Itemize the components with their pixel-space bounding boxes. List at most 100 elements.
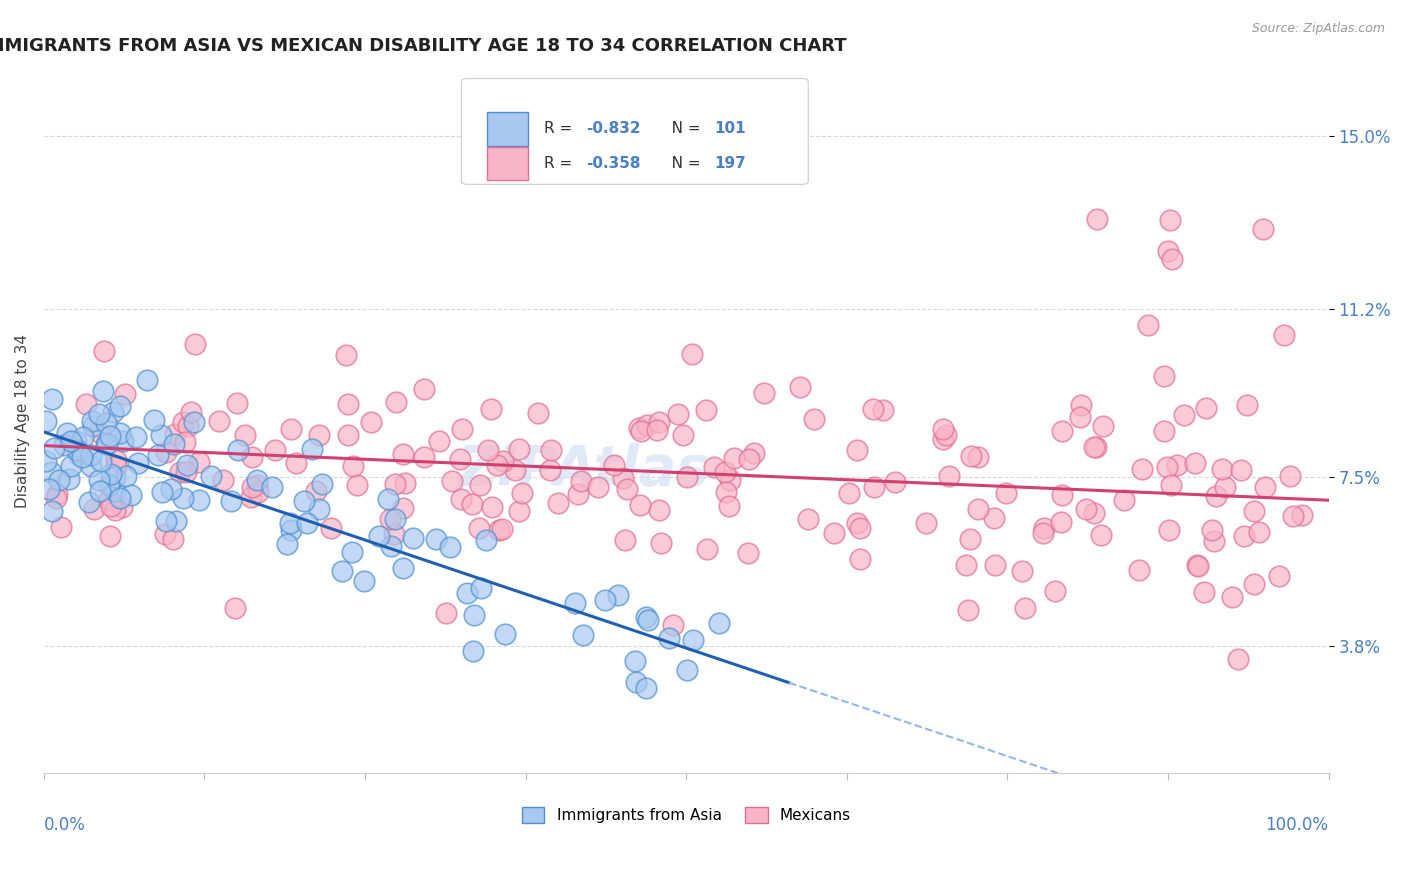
Point xyxy=(1052,488,1074,502)
Point xyxy=(70,450,93,464)
Point xyxy=(648,415,671,429)
Point xyxy=(1132,461,1154,475)
Point xyxy=(846,443,869,458)
Point xyxy=(93,344,115,359)
Point xyxy=(280,523,302,537)
Point xyxy=(280,516,302,531)
Point xyxy=(305,483,328,498)
Point xyxy=(51,519,73,533)
Point xyxy=(714,466,737,480)
Point xyxy=(637,613,659,627)
Point xyxy=(391,447,413,461)
Point xyxy=(385,394,408,409)
Point xyxy=(723,450,745,465)
Point xyxy=(174,465,197,479)
Point xyxy=(737,546,759,560)
Point xyxy=(402,532,425,546)
Point xyxy=(1291,508,1313,522)
Point xyxy=(39,465,62,479)
Point xyxy=(77,495,100,509)
Point xyxy=(96,436,118,450)
Point xyxy=(153,526,176,541)
Point xyxy=(342,459,364,474)
Point xyxy=(380,539,402,553)
Point xyxy=(510,486,533,500)
Point xyxy=(479,401,502,416)
Point xyxy=(616,482,638,496)
Point xyxy=(1091,419,1114,434)
Point xyxy=(823,526,845,541)
Point xyxy=(845,516,868,530)
Point xyxy=(1070,399,1092,413)
Point xyxy=(125,430,148,444)
Text: IMMIGRANTS FROM ASIA VS MEXICAN DISABILITY AGE 18 TO 34 CORRELATION CHART: IMMIGRANTS FROM ASIA VS MEXICAN DISABILI… xyxy=(0,37,846,55)
Point xyxy=(1157,244,1180,258)
Point xyxy=(440,475,463,489)
Text: 0.0%: 0.0% xyxy=(44,815,86,833)
Point xyxy=(606,588,628,602)
Point xyxy=(1201,524,1223,538)
FancyBboxPatch shape xyxy=(461,78,808,185)
Point xyxy=(162,533,184,547)
Point xyxy=(160,482,183,496)
Point xyxy=(1205,489,1227,503)
Point xyxy=(382,527,405,541)
Point xyxy=(1229,463,1251,477)
Point xyxy=(87,473,110,487)
Point xyxy=(394,475,416,490)
Point xyxy=(1160,252,1182,267)
Point xyxy=(75,397,97,411)
Point xyxy=(174,434,197,449)
Point xyxy=(187,455,209,469)
Point xyxy=(666,407,689,421)
Point xyxy=(1159,213,1181,227)
Point xyxy=(564,596,586,610)
Point xyxy=(627,421,650,435)
Point xyxy=(742,446,765,460)
Point xyxy=(935,427,957,442)
Point xyxy=(169,465,191,479)
Point xyxy=(60,434,83,449)
Point xyxy=(630,425,652,439)
Point xyxy=(1173,408,1195,422)
Point xyxy=(623,654,645,668)
Point xyxy=(41,392,63,407)
Point xyxy=(1084,440,1107,454)
Point xyxy=(527,407,550,421)
Point xyxy=(56,425,79,440)
Point xyxy=(1227,652,1250,666)
Point xyxy=(602,458,624,472)
Point xyxy=(143,413,166,427)
Point xyxy=(46,487,69,501)
Point xyxy=(246,473,269,487)
Point xyxy=(219,493,242,508)
Point xyxy=(276,537,298,551)
Point xyxy=(35,414,58,428)
Point xyxy=(180,405,202,419)
Point xyxy=(645,423,668,437)
Point xyxy=(634,610,657,624)
Point xyxy=(337,397,360,411)
Point xyxy=(98,429,121,443)
Point xyxy=(486,458,509,472)
Point xyxy=(593,593,616,607)
Point xyxy=(284,457,307,471)
Point xyxy=(184,336,207,351)
Point xyxy=(108,399,131,413)
Point xyxy=(676,469,699,483)
Point xyxy=(803,412,825,426)
Text: -0.358: -0.358 xyxy=(586,156,641,171)
Point xyxy=(456,586,478,600)
Point xyxy=(155,444,177,458)
Text: 197: 197 xyxy=(714,156,747,171)
Point xyxy=(353,574,375,588)
Point xyxy=(1202,533,1225,548)
Point xyxy=(58,472,80,486)
Point xyxy=(1011,564,1033,578)
Point xyxy=(240,450,263,464)
Point xyxy=(392,561,415,575)
Point xyxy=(311,477,333,491)
Point xyxy=(155,514,177,528)
Point xyxy=(451,422,474,436)
Point xyxy=(468,521,491,535)
